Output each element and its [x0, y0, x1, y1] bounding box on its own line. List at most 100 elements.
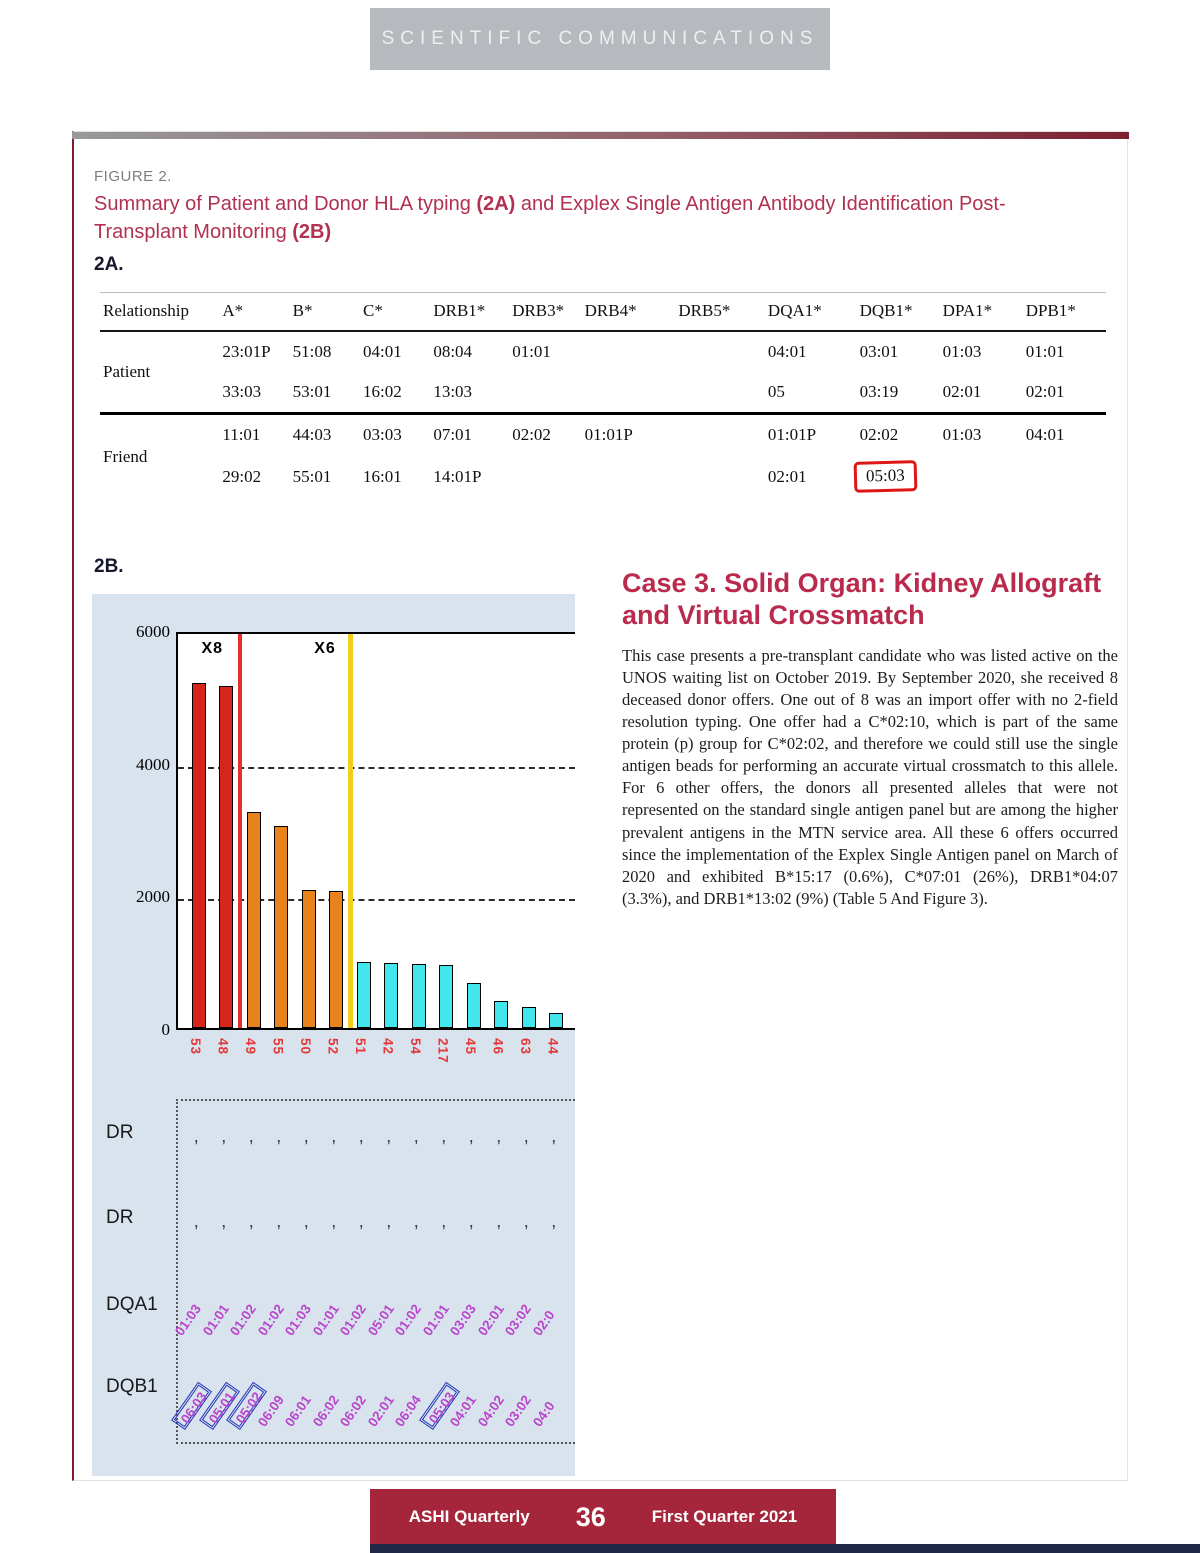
- x-axis-label: 54: [407, 1038, 423, 1056]
- column-header: DRB4*: [581, 292, 676, 332]
- bar: [549, 1012, 564, 1028]
- bar: [274, 825, 289, 1028]
- allele-cell: 01:01: [1025, 342, 1065, 361]
- y-axis-label: 4000: [136, 754, 170, 774]
- bar: [411, 964, 426, 1028]
- allele-cell: 02:02: [859, 425, 899, 444]
- gridline: [178, 899, 575, 902]
- plot-area: X8 X6: [176, 632, 575, 1030]
- column-header: DQB1*: [856, 292, 940, 332]
- footer-navy-bar: [370, 1544, 1200, 1553]
- y-axis-label: 2000: [136, 887, 170, 907]
- bar: [439, 964, 454, 1028]
- column-header: Relationship: [100, 292, 220, 332]
- y-axis-label: 6000: [136, 622, 170, 641]
- footer-journal-name: ASHI Quarterly: [408, 1507, 530, 1526]
- bar: [356, 961, 371, 1028]
- x-axis-label: 52: [325, 1038, 341, 1056]
- column-header: B*: [289, 292, 360, 332]
- allele-cell: 01:03: [942, 425, 982, 444]
- x-axis-label: 48: [215, 1038, 231, 1056]
- x-axis-label: 45: [462, 1038, 478, 1056]
- allele-cell: 05:03: [853, 455, 940, 498]
- ditto-mark: ,: [358, 1126, 364, 1146]
- table-row: 29:02 55:01 16:01 14:01P 02:01 05:03: [100, 455, 1106, 498]
- ditto-mark: ,: [358, 1211, 364, 1231]
- case-3-body: This case presents a pre-transplant cand…: [622, 645, 1118, 908]
- footer-issue: First Quarter 2021: [651, 1507, 798, 1526]
- annotation-box: [176, 1099, 575, 1444]
- ditto-mark: ,: [413, 1126, 419, 1146]
- ditto-mark: ,: [441, 1211, 447, 1231]
- bar: [494, 1001, 509, 1028]
- bar: [246, 812, 261, 1028]
- allele-cell: 01:03: [942, 342, 982, 361]
- threshold-line: [347, 634, 353, 1028]
- case-3-article: Case 3. Solid Organ: Kidney Allograft an…: [622, 568, 1118, 910]
- ditto-mark: ,: [276, 1126, 282, 1146]
- ditto-mark: ,: [523, 1126, 529, 1146]
- allele-cell: [582, 455, 676, 498]
- relationship-cell: Friend: [103, 446, 148, 466]
- caption-bold-ref: (2A): [476, 193, 516, 215]
- allele-cell: [581, 372, 676, 415]
- x-axis-label: 217: [435, 1038, 451, 1064]
- ditto-mark: ,: [551, 1126, 557, 1146]
- allele-cell: 04:01: [363, 342, 402, 361]
- x-axis-label: 42: [380, 1038, 396, 1056]
- allele-cell: 01:01: [512, 342, 551, 361]
- ditto-mark: ,: [193, 1126, 199, 1146]
- allele-cell: 03:03: [363, 425, 402, 444]
- caption-text: Summary of Patient and Donor HLA typing: [94, 193, 477, 215]
- column-header: DPA1*: [939, 292, 1023, 332]
- column-header: DRB5*: [675, 292, 765, 332]
- crossmatch-annotation: X8: [201, 640, 224, 657]
- caption-bold-ref: (2B): [292, 221, 332, 243]
- ditto-mark: ,: [193, 1211, 199, 1231]
- crossmatch-annotation: X6: [314, 640, 336, 657]
- allele-cell: [675, 372, 765, 415]
- column-header: DRB1*: [430, 292, 510, 332]
- threshold-line: [238, 634, 242, 1028]
- ditto-mark: ,: [468, 1126, 474, 1146]
- allele-cell: 03:01: [859, 342, 899, 361]
- x-axis-label: 46: [490, 1038, 506, 1056]
- x-axis-label: 49: [242, 1038, 258, 1056]
- bar: [219, 686, 234, 1028]
- page-footer: ASHI Quarterly 36 First Quarter 2021: [370, 1489, 836, 1545]
- section-banner: SCIENTIFIC COMMUNICATIONS: [370, 8, 830, 70]
- allele-cell: 55:01: [292, 466, 332, 486]
- x-axis-label: 44: [545, 1038, 561, 1056]
- ditto-mark: ,: [276, 1211, 282, 1231]
- ditto-mark: ,: [496, 1211, 502, 1231]
- ditto-mark: ,: [551, 1211, 557, 1231]
- antibody-chart: X8 X6 0 2000 4000 6000 53 48 49 55 50 52 51 42 54 217 45…: [92, 594, 575, 1476]
- row-label-dr-1: DR: [106, 1207, 134, 1228]
- column-header: DQA1*: [764, 292, 857, 332]
- x-axis-label: 51: [352, 1038, 368, 1056]
- x-axis-label: 63: [517, 1038, 533, 1056]
- ditto-mark: ,: [248, 1211, 254, 1231]
- ditto-mark: ,: [413, 1211, 419, 1231]
- hla-table: Relationship A* B* C* DRB1* DRB3* DRB4* DRB5* DQ…: [100, 292, 1106, 498]
- highlighted-allele: 05:03: [853, 460, 917, 493]
- allele-cell: [1023, 455, 1106, 498]
- table-row: 33:03 53:01 16:02 13:03 05 03:19 02:01 02:01: [100, 372, 1106, 415]
- allele-cell: 44:03: [292, 425, 332, 444]
- allele-cell: 03:19: [856, 372, 940, 415]
- allele-cell: 23:01P: [222, 342, 271, 361]
- ditto-mark: ,: [523, 1211, 529, 1231]
- bar: [191, 683, 206, 1028]
- section-banner-text: SCIENTIFIC COMMUNICATIONS: [381, 28, 819, 49]
- x-axis-label: 55: [270, 1038, 286, 1056]
- allele-cell: [675, 455, 765, 498]
- allele-cell: 05: [764, 372, 857, 415]
- footer-page-number: 36: [575, 1501, 606, 1532]
- ditto-mark: ,: [468, 1211, 474, 1231]
- x-axis-label: 50: [297, 1038, 313, 1056]
- allele-cell: 01:01P: [767, 425, 817, 444]
- ditto-mark: ,: [331, 1126, 337, 1146]
- allele-cell: 16:01: [363, 466, 402, 486]
- allele-cell: 13:03: [430, 372, 510, 415]
- section-2a-label: 2A.: [94, 254, 124, 275]
